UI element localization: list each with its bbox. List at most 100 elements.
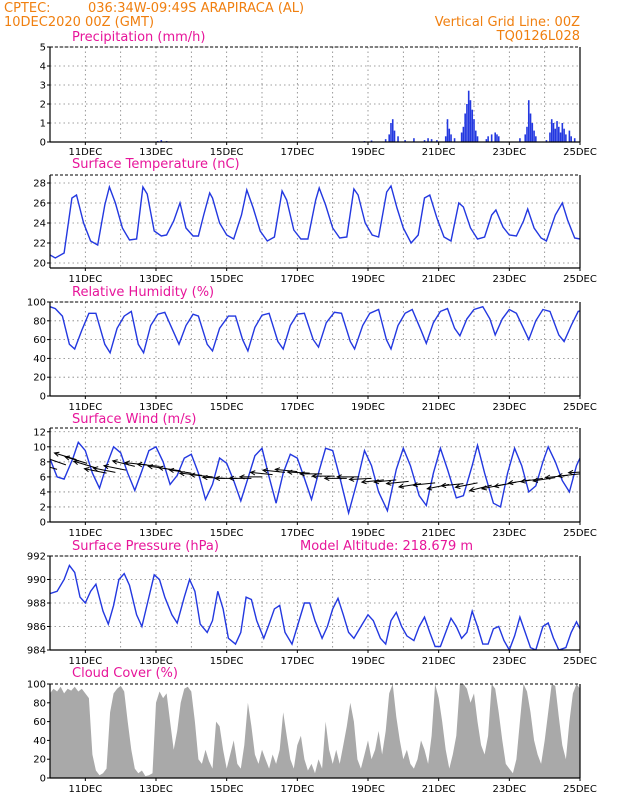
wind-arrow-shaft: [262, 469, 286, 473]
temp-title: Surface Temperature (nC): [72, 157, 240, 172]
precip-bar: [160, 140, 163, 142]
wind-arrow-shaft: [374, 479, 397, 483]
wind-arrow-head: [567, 469, 574, 476]
precip-bar: [533, 130, 535, 142]
wind-arrow-shaft: [275, 468, 298, 473]
precip-bar: [370, 140, 373, 142]
pressure-title: Surface Pressure (hPa): [72, 539, 219, 554]
temp-ytick-label: 28: [33, 179, 46, 190]
rh-xtick-label: 23DEC: [492, 402, 526, 413]
wind-arrow-shaft: [349, 477, 372, 480]
wind-arrow-head: [124, 460, 131, 466]
rh-xtick-label: 13DEC: [139, 402, 173, 413]
temp-ytick-label: 26: [33, 199, 46, 210]
temp-series-line: [50, 184, 580, 259]
pressure-ytick-label: 986: [27, 622, 46, 633]
precip-bar: [464, 113, 466, 142]
precip-xtick-label: 11DEC: [68, 147, 102, 158]
rh-ytick-label: 60: [33, 335, 46, 346]
wind-series-line: [50, 440, 580, 516]
wind-arrow-head: [201, 474, 208, 481]
wind-arrow-shaft: [250, 471, 273, 476]
precip-bar: [535, 136, 537, 142]
wind-arrow-shaft: [50, 466, 58, 470]
precip-bar: [529, 113, 532, 142]
wind-arrow-head: [249, 470, 256, 476]
precip-bar: [423, 140, 426, 142]
wind-arrow-shaft: [103, 465, 127, 471]
precip-bar: [552, 123, 555, 142]
wind-arrow-head: [507, 479, 514, 486]
wind-arrow-head: [373, 479, 380, 485]
cloud-xtick-label: 15DEC: [210, 784, 244, 795]
header-source: CPTEC:: [4, 1, 51, 16]
temp-ytick-label: 24: [33, 219, 46, 230]
precip-bar: [570, 136, 572, 142]
wind-arrow-shaft: [287, 471, 310, 474]
rh-xtick-label: 15DEC: [210, 402, 244, 413]
rh-xtick-label: 11DEC: [68, 402, 102, 413]
precip-bar: [444, 136, 447, 142]
wind-xtick-label: 13DEC: [139, 528, 173, 539]
wind-arrow-head: [493, 483, 500, 489]
precip-bar: [527, 100, 530, 142]
temp-xtick-label: 11DEC: [68, 274, 102, 285]
precip-bar: [524, 134, 527, 142]
header-init-time: 10DEC2020 00Z (GMT): [4, 15, 154, 30]
precip-bar: [393, 130, 396, 142]
wind-arrow-shaft: [533, 477, 556, 482]
precip-xtick-label: 15DEC: [210, 147, 244, 158]
cloud-ytick-label: 20: [33, 755, 46, 766]
precip-bar: [563, 128, 565, 142]
wind-title: Surface Wind (m/s): [72, 412, 196, 427]
pressure-xtick-label: 23DEC: [492, 656, 526, 667]
cloud-xtick-label: 23DEC: [492, 784, 526, 795]
precip-ytick-label: 3: [40, 81, 46, 92]
precip-xtick-label: 19DEC: [351, 147, 385, 158]
wind-arrow-head: [83, 467, 90, 473]
precip-bar: [497, 136, 500, 142]
wind-arrow-head: [178, 471, 185, 477]
header-model-code: TQ0126L028: [496, 29, 580, 44]
cloud-title: Cloud Cover (%): [72, 666, 178, 681]
pressure-series-line: [50, 563, 580, 650]
precip-bar: [384, 139, 387, 142]
wind-arrow-head: [261, 468, 268, 474]
rh-ytick-label: 100: [27, 298, 46, 309]
wind-arrow-shaft: [361, 479, 384, 483]
wind-arrow-head: [111, 459, 118, 465]
temp-ytick-label: 22: [33, 239, 46, 250]
wind-arrow-shaft: [455, 482, 478, 488]
precip-bar: [573, 138, 576, 142]
wind-arrow-shaft: [169, 469, 192, 474]
precip-ytick-label: 0: [40, 138, 46, 149]
wind-ytick-label: 2: [40, 502, 46, 513]
wind-arrow-head: [274, 467, 281, 473]
wind-xtick-label: 11DEC: [68, 528, 102, 539]
precip-bar: [430, 139, 433, 142]
wind-arrow-head: [311, 473, 318, 479]
wind-arrow-head: [440, 482, 447, 489]
wind-arrow-shaft: [441, 483, 464, 487]
precip-bar: [494, 132, 496, 142]
temp-xtick-label: 23DEC: [492, 274, 526, 285]
cloud-xtick-label: 25DEC: [563, 784, 597, 795]
wind-arrow-head: [214, 475, 221, 482]
wind-arrow-head: [53, 451, 60, 457]
precip-bar: [568, 130, 571, 142]
precip-title: Precipitation (mm/h): [72, 30, 205, 45]
precip-bar: [496, 134, 498, 142]
wind-arrow-shaft: [73, 460, 97, 469]
precip-bar: [559, 132, 562, 142]
precip-bar: [471, 109, 474, 142]
pressure-xtick-label: 11DEC: [68, 656, 102, 667]
rh-ytick-label: 0: [40, 392, 46, 403]
wind-arrow-head: [411, 482, 418, 488]
wind-arrow-head: [102, 464, 109, 470]
pressure-ytick-label: 988: [27, 599, 46, 610]
wind-ytick-label: 12: [33, 427, 46, 438]
wind-xtick-label: 19DEC: [351, 528, 385, 539]
wind-arrow-head: [468, 487, 475, 493]
wind-arrow-head: [480, 485, 488, 491]
wind-arrow-shaft: [84, 468, 107, 474]
